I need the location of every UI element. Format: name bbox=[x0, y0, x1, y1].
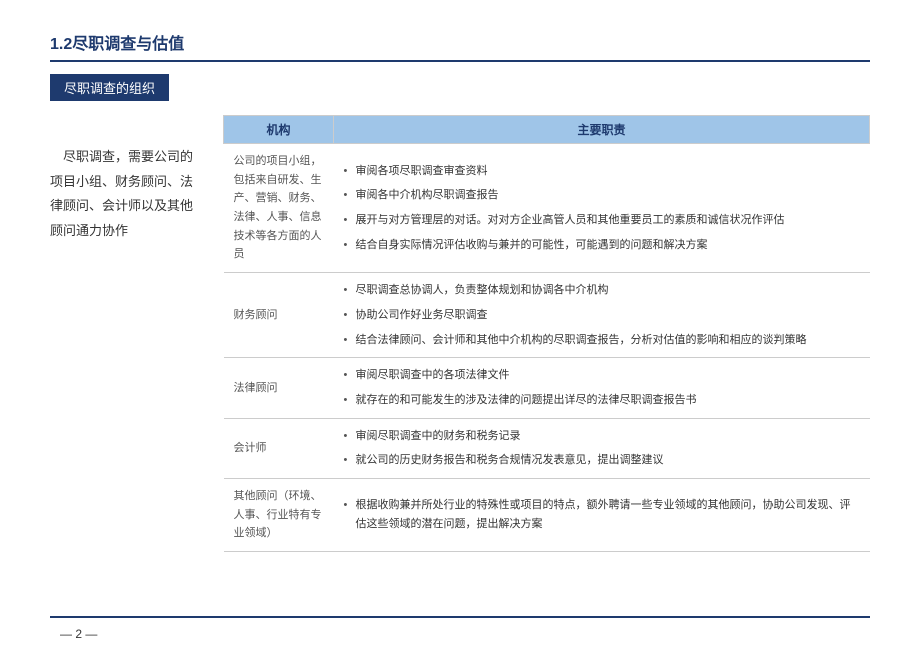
duty-item: 协助公司作好业务尽职调查 bbox=[344, 306, 860, 325]
duty-item: 展开与对方管理层的对话。对对方企业高管人员和其他重要员工的素质和诚信状况作评估 bbox=[344, 211, 860, 230]
content-area: 尽职调查，需要公司的项目小组、财务顾问、法律顾问、会计师以及其他顾问通力协作 机… bbox=[50, 115, 870, 552]
org-cell: 财务顾问 bbox=[224, 273, 334, 358]
org-cell: 法律顾问 bbox=[224, 358, 334, 418]
duty-item: 结合法律顾问、会计师和其他中介机构的尽职调查报告，分析对估值的影响和相应的谈判策… bbox=[344, 331, 860, 350]
subsection-label: 尽职调查的组织 bbox=[50, 74, 169, 101]
col-header-org: 机构 bbox=[224, 116, 334, 144]
duty-cell: 审阅尽职调查中的各项法律文件 就存在的和可能发生的涉及法律的问题提出详尽的法律尽… bbox=[334, 358, 870, 418]
org-cell: 其他顾问（环境、人事、行业特有专业领域） bbox=[224, 478, 334, 551]
duty-cell: 审阅各项尽职调查审查资料 审阅各中介机构尽职调查报告 展开与对方管理层的对话。对… bbox=[334, 144, 870, 273]
col-header-duty: 主要职责 bbox=[334, 116, 870, 144]
org-cell: 公司的项目小组，包括来自研发、生产、营销、财务、法律、人事、信息技术等各方面的人… bbox=[224, 144, 334, 273]
section-title: 1.2尽职调查与估值 bbox=[50, 30, 870, 62]
table-row: 法律顾问 审阅尽职调查中的各项法律文件 就存在的和可能发生的涉及法律的问题提出详… bbox=[224, 358, 870, 418]
duty-item: 就存在的和可能发生的涉及法律的问题提出详尽的法律尽职调查报告书 bbox=[344, 391, 860, 410]
org-cell: 会计师 bbox=[224, 418, 334, 478]
duty-item: 审阅各中介机构尽职调查报告 bbox=[344, 186, 860, 205]
duty-cell: 根据收购兼并所处行业的特殊性或项目的特点，额外聘请一些专业领域的其他顾问，协助公… bbox=[334, 478, 870, 551]
table-row: 财务顾问 尽职调查总协调人，负责整体规划和协调各中介机构 协助公司作好业务尽职调… bbox=[224, 273, 870, 358]
slide-page: 1.2尽职调查与估值 尽职调查的组织 尽职调查，需要公司的项目小组、财务顾问、法… bbox=[0, 0, 920, 653]
duty-item: 结合自身实际情况评估收购与兼并的可能性，可能遇到的问题和解决方案 bbox=[344, 236, 860, 255]
intro-paragraph: 尽职调查，需要公司的项目小组、财务顾问、法律顾问、会计师以及其他顾问通力协作 bbox=[50, 115, 205, 552]
duty-item: 根据收购兼并所处行业的特殊性或项目的特点，额外聘请一些专业领域的其他顾问，协助公… bbox=[344, 496, 860, 533]
page-number: — 2 — bbox=[60, 627, 97, 641]
footer-rule bbox=[50, 616, 870, 618]
duty-item: 审阅各项尽职调查审查资料 bbox=[344, 162, 860, 181]
duty-item: 审阅尽职调查中的财务和税务记录 bbox=[344, 427, 860, 446]
table-row: 其他顾问（环境、人事、行业特有专业领域） 根据收购兼并所处行业的特殊性或项目的特… bbox=[224, 478, 870, 551]
duty-table: 机构 主要职责 公司的项目小组，包括来自研发、生产、营销、财务、法律、人事、信息… bbox=[223, 115, 870, 552]
duty-item: 就公司的历史财务报告和税务合规情况发表意见，提出调整建议 bbox=[344, 451, 860, 470]
duty-table-wrap: 机构 主要职责 公司的项目小组，包括来自研发、生产、营销、财务、法律、人事、信息… bbox=[223, 115, 870, 552]
duty-cell: 尽职调查总协调人，负责整体规划和协调各中介机构 协助公司作好业务尽职调查 结合法… bbox=[334, 273, 870, 358]
duty-item: 尽职调查总协调人，负责整体规划和协调各中介机构 bbox=[344, 281, 860, 300]
table-row: 会计师 审阅尽职调查中的财务和税务记录 就公司的历史财务报告和税务合规情况发表意… bbox=[224, 418, 870, 478]
table-row: 公司的项目小组，包括来自研发、生产、营销、财务、法律、人事、信息技术等各方面的人… bbox=[224, 144, 870, 273]
duty-cell: 审阅尽职调查中的财务和税务记录 就公司的历史财务报告和税务合规情况发表意见，提出… bbox=[334, 418, 870, 478]
duty-item: 审阅尽职调查中的各项法律文件 bbox=[344, 366, 860, 385]
